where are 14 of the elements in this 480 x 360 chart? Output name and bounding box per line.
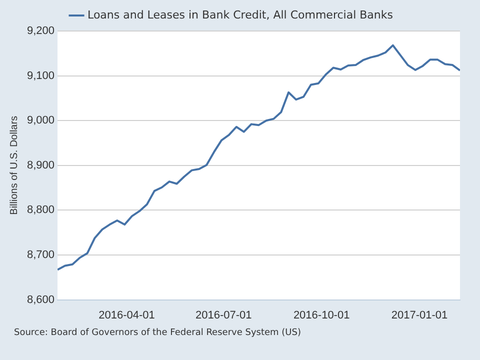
x-tick-label: 2016-10-01 — [293, 309, 350, 322]
x-tick-label: 2017-01-01 — [391, 309, 448, 322]
legend-label: Loans and Leases in Bank Credit, All Commercial Banks — [88, 8, 394, 22]
x-tick-label: 2016-07-01 — [195, 309, 252, 322]
source-note: Source: Board of Governors of the Federal Reserve System (US) — [14, 328, 301, 338]
x-tick-label: 2016-04-01 — [98, 309, 155, 322]
y-axis-title: Billions of U.S. Dollars — [8, 116, 20, 215]
y-tick-label: 9,100 — [26, 70, 55, 82]
y-tick-label: 9,000 — [26, 114, 55, 127]
y-tick-label: 9,200 — [26, 25, 55, 38]
y-tick-label: 8,800 — [26, 204, 55, 216]
y-tick-label: 8,700 — [26, 249, 55, 262]
y-tick-label: 8,600 — [26, 294, 55, 306]
y-tick-label: 8,900 — [26, 159, 55, 172]
